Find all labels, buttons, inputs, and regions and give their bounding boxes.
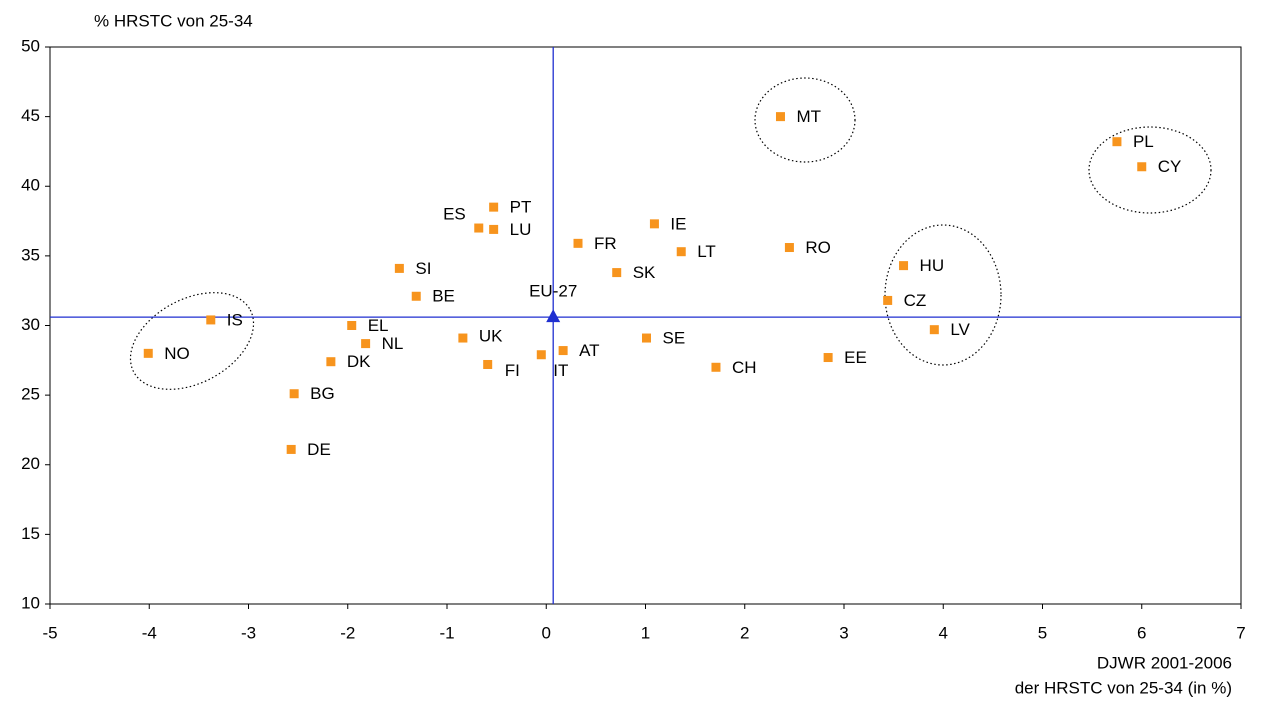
- point-label: EL: [368, 316, 389, 335]
- point-label: DE: [307, 440, 331, 459]
- point: [784, 243, 794, 253]
- ellipse: [1088, 126, 1212, 214]
- y-axis-title: % HRSTC von 25-34: [94, 11, 253, 30]
- point: [489, 202, 499, 212]
- point: [347, 321, 357, 330]
- y-tick-label: 20: [21, 454, 40, 473]
- point-label: NO: [164, 344, 190, 363]
- point-label: DK: [347, 352, 371, 371]
- point-label: BG: [310, 384, 335, 403]
- x-tick-label: -3: [241, 623, 256, 642]
- point: [676, 247, 686, 257]
- x-tick-label: 6: [1137, 623, 1146, 642]
- point-label: CY: [1158, 157, 1182, 176]
- point: [711, 362, 721, 372]
- y-tick-label: 35: [21, 245, 40, 264]
- point-label: AT: [579, 341, 599, 360]
- point-label: IT: [553, 361, 568, 380]
- point: [483, 359, 493, 369]
- point: [929, 325, 939, 335]
- point-label: LT: [697, 242, 716, 261]
- point-label: BE: [432, 287, 455, 306]
- point: [394, 263, 404, 273]
- ellipse: [754, 77, 856, 163]
- y-tick-label: 15: [21, 524, 40, 543]
- y-tick-label: 30: [21, 315, 40, 334]
- point-label: MT: [796, 107, 821, 126]
- point-label: CZ: [904, 291, 927, 310]
- point-label: CH: [732, 358, 757, 377]
- y-tick-label: 45: [21, 106, 40, 125]
- point: [458, 333, 468, 343]
- point: [573, 238, 583, 248]
- point: [489, 224, 499, 234]
- point-label: EE: [844, 348, 867, 367]
- point: [326, 357, 336, 367]
- point: [411, 291, 421, 301]
- x-tick-label: 3: [839, 623, 848, 642]
- point-label: SE: [662, 329, 685, 348]
- reference-marker: [546, 309, 561, 323]
- point-label: PT: [510, 198, 532, 217]
- y-tick-label: 50: [21, 36, 40, 55]
- x-tick-label: -2: [340, 623, 355, 642]
- point: [558, 346, 568, 356]
- point-label: IS: [227, 310, 243, 329]
- point: [536, 350, 546, 360]
- point-label: NL: [382, 334, 404, 353]
- x-tick-label: 0: [542, 623, 551, 642]
- point: [883, 295, 893, 305]
- ellipse: [884, 224, 1002, 366]
- point-label: ES: [443, 205, 466, 224]
- point: [775, 112, 785, 122]
- reference-label: EU-27: [529, 282, 577, 301]
- point: [361, 339, 371, 349]
- point: [289, 389, 299, 399]
- point: [1137, 162, 1147, 172]
- x-tick-label: -1: [439, 623, 454, 642]
- point: [286, 444, 296, 454]
- point-label: PL: [1133, 132, 1154, 151]
- point-label: IE: [670, 214, 686, 233]
- point: [649, 219, 659, 229]
- point-label: HU: [920, 256, 945, 275]
- ellipse: [129, 292, 255, 390]
- point: [612, 268, 622, 278]
- point-label: RO: [805, 238, 831, 257]
- point: [1112, 137, 1122, 147]
- highlight-ellipses: [129, 77, 1212, 390]
- x-tick-label: 4: [939, 623, 948, 642]
- point: [143, 348, 153, 358]
- x-tick-label: 2: [740, 623, 749, 642]
- point-label: SI: [415, 259, 431, 278]
- x-tick-label: 7: [1236, 623, 1245, 642]
- x-tick-label: 5: [1038, 623, 1047, 642]
- y-tick-label: 40: [21, 176, 40, 195]
- point-label: LU: [510, 220, 532, 239]
- y-tick-label: 10: [21, 593, 40, 612]
- point: [206, 315, 216, 325]
- point: [899, 261, 909, 271]
- x-axis-title: DJWR 2001-2006: [1097, 653, 1232, 672]
- point-label: LV: [950, 320, 970, 339]
- y-tick-label: 25: [21, 385, 40, 404]
- x-axis-title: der HRSTC von 25-34 (in %): [1015, 678, 1232, 697]
- x-tick-label: -4: [142, 623, 157, 642]
- point-label: FR: [594, 234, 617, 253]
- point-label: UK: [479, 327, 503, 346]
- x-tick-label: -5: [42, 623, 57, 642]
- point: [641, 333, 651, 343]
- point: [474, 223, 484, 233]
- x-tick-label: 1: [641, 623, 650, 642]
- point-label: FI: [505, 361, 520, 380]
- point: [823, 353, 833, 363]
- point-label: SK: [633, 263, 656, 282]
